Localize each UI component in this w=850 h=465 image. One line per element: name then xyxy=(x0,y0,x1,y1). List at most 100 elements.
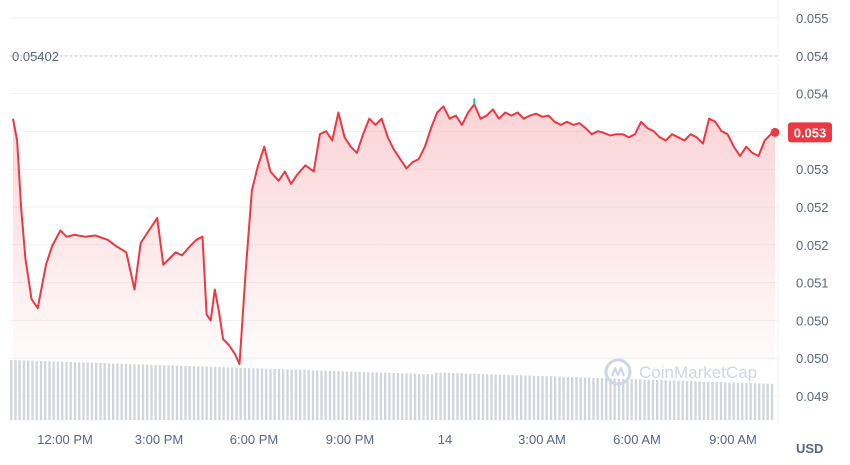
volume-bar xyxy=(218,367,221,420)
price-line xyxy=(12,103,776,366)
volume-bar xyxy=(579,377,582,420)
volume-bar xyxy=(770,383,774,420)
x-tick-label: 14 xyxy=(438,432,452,447)
volume-bar xyxy=(566,376,570,420)
volume-bar xyxy=(515,375,519,420)
volume-bar xyxy=(197,366,200,420)
volume-bar xyxy=(324,370,327,420)
volume-bar xyxy=(681,380,684,420)
volume-bar xyxy=(226,367,230,420)
volume-bar xyxy=(201,366,204,420)
volume-bar xyxy=(528,375,531,420)
last-price-dot xyxy=(770,127,780,137)
volume-bar xyxy=(69,362,72,420)
volume-bar xyxy=(99,363,102,420)
volume-bar xyxy=(184,365,187,420)
volume-bar xyxy=(52,361,55,420)
volume-bar xyxy=(656,380,659,420)
y-tick-label: 0.049 xyxy=(796,389,829,404)
volume-bar xyxy=(690,381,693,420)
volume-bar xyxy=(158,365,162,420)
y-tick-label: 0.054 xyxy=(796,49,829,64)
volume-bar xyxy=(430,374,434,420)
volume-bar xyxy=(345,371,349,420)
volume-bar xyxy=(728,382,731,420)
volume-bar xyxy=(103,363,106,420)
volume-bar xyxy=(422,374,425,420)
volume-bar xyxy=(27,360,30,420)
volume-bar xyxy=(464,373,468,420)
volume-bar xyxy=(65,361,68,420)
volume-bar xyxy=(371,372,374,420)
volume-bar xyxy=(311,370,315,420)
volume-bar xyxy=(549,376,553,420)
volume-bar xyxy=(758,383,761,420)
x-tick-label: 12:00 PM xyxy=(37,432,93,447)
volume-bar xyxy=(154,364,157,420)
volume-bar xyxy=(61,361,64,420)
volume-bar xyxy=(537,375,540,420)
volume-bar xyxy=(286,369,289,420)
volume-bar xyxy=(82,362,85,420)
volume-bar xyxy=(452,373,455,420)
volume-bar xyxy=(56,361,60,420)
volume-bar xyxy=(269,368,272,420)
volume-bar xyxy=(643,379,646,420)
volume-bar xyxy=(447,372,451,420)
volume-bar xyxy=(235,367,238,420)
x-tick-label: 3:00 PM xyxy=(135,432,183,447)
volume-bar xyxy=(379,372,383,420)
volume-bar xyxy=(316,370,319,420)
volume-bar xyxy=(494,374,497,420)
volume-bar xyxy=(545,376,548,420)
volume-bar xyxy=(541,376,544,420)
volume-bar xyxy=(328,370,332,420)
volume-bar xyxy=(86,362,89,420)
current-price-label: 0.053 xyxy=(794,125,827,140)
volume-bar xyxy=(715,382,718,420)
volume-bar xyxy=(694,381,697,420)
volume-bar xyxy=(73,362,77,420)
volume-bar xyxy=(732,382,735,420)
current-price-badge-bg xyxy=(788,122,832,143)
volume-bar xyxy=(396,373,400,420)
x-axis-labels: 12:00 PM 3:00 PM 6:00 PM 9:00 PM 14 3:00 AM 6:… xyxy=(37,432,757,447)
volume-bar xyxy=(460,373,463,420)
y-tick-label: 0.052 xyxy=(796,238,829,253)
y-axis-labels: 0.055 0.054 0.054 0.053 0.053 0.052 0.052 0.051… xyxy=(796,11,829,404)
volume-bar xyxy=(685,381,689,420)
volume-bar xyxy=(711,381,714,420)
y-tick-label: 0.050 xyxy=(796,351,829,366)
volume-bar xyxy=(707,381,710,420)
volume-bar xyxy=(583,377,587,420)
volume-bar xyxy=(613,378,616,420)
volume-bar xyxy=(299,369,302,420)
volume-bar xyxy=(175,365,179,420)
volume-bar xyxy=(277,369,281,420)
volume-bar xyxy=(209,366,213,420)
volume-bar xyxy=(575,377,578,420)
volume-bar xyxy=(107,363,111,420)
volume-bar xyxy=(248,368,251,420)
volume-bar xyxy=(490,374,493,420)
volume-bar xyxy=(749,383,752,420)
volume-bar xyxy=(35,360,38,420)
volume-bar xyxy=(265,368,268,420)
volume-bar xyxy=(736,382,740,420)
y-tick-label: 0.054 xyxy=(796,87,829,102)
volume-bar xyxy=(634,379,638,420)
volume-bar xyxy=(214,366,217,420)
volume-bar xyxy=(617,378,621,420)
volume-bar xyxy=(112,363,115,420)
volume-bar xyxy=(605,378,608,420)
volume-bar xyxy=(48,361,51,420)
volume-bar xyxy=(150,364,153,420)
volume-bar xyxy=(256,368,259,420)
volume-bar xyxy=(18,360,21,420)
volume-bar xyxy=(724,382,727,420)
x-tick-label: 3:00 AM xyxy=(518,432,566,447)
volume-bar xyxy=(702,381,706,420)
x-tick-label: 6:00 PM xyxy=(230,432,278,447)
y-tick-label: 0.053 xyxy=(796,162,829,177)
volume-bar xyxy=(141,364,145,420)
